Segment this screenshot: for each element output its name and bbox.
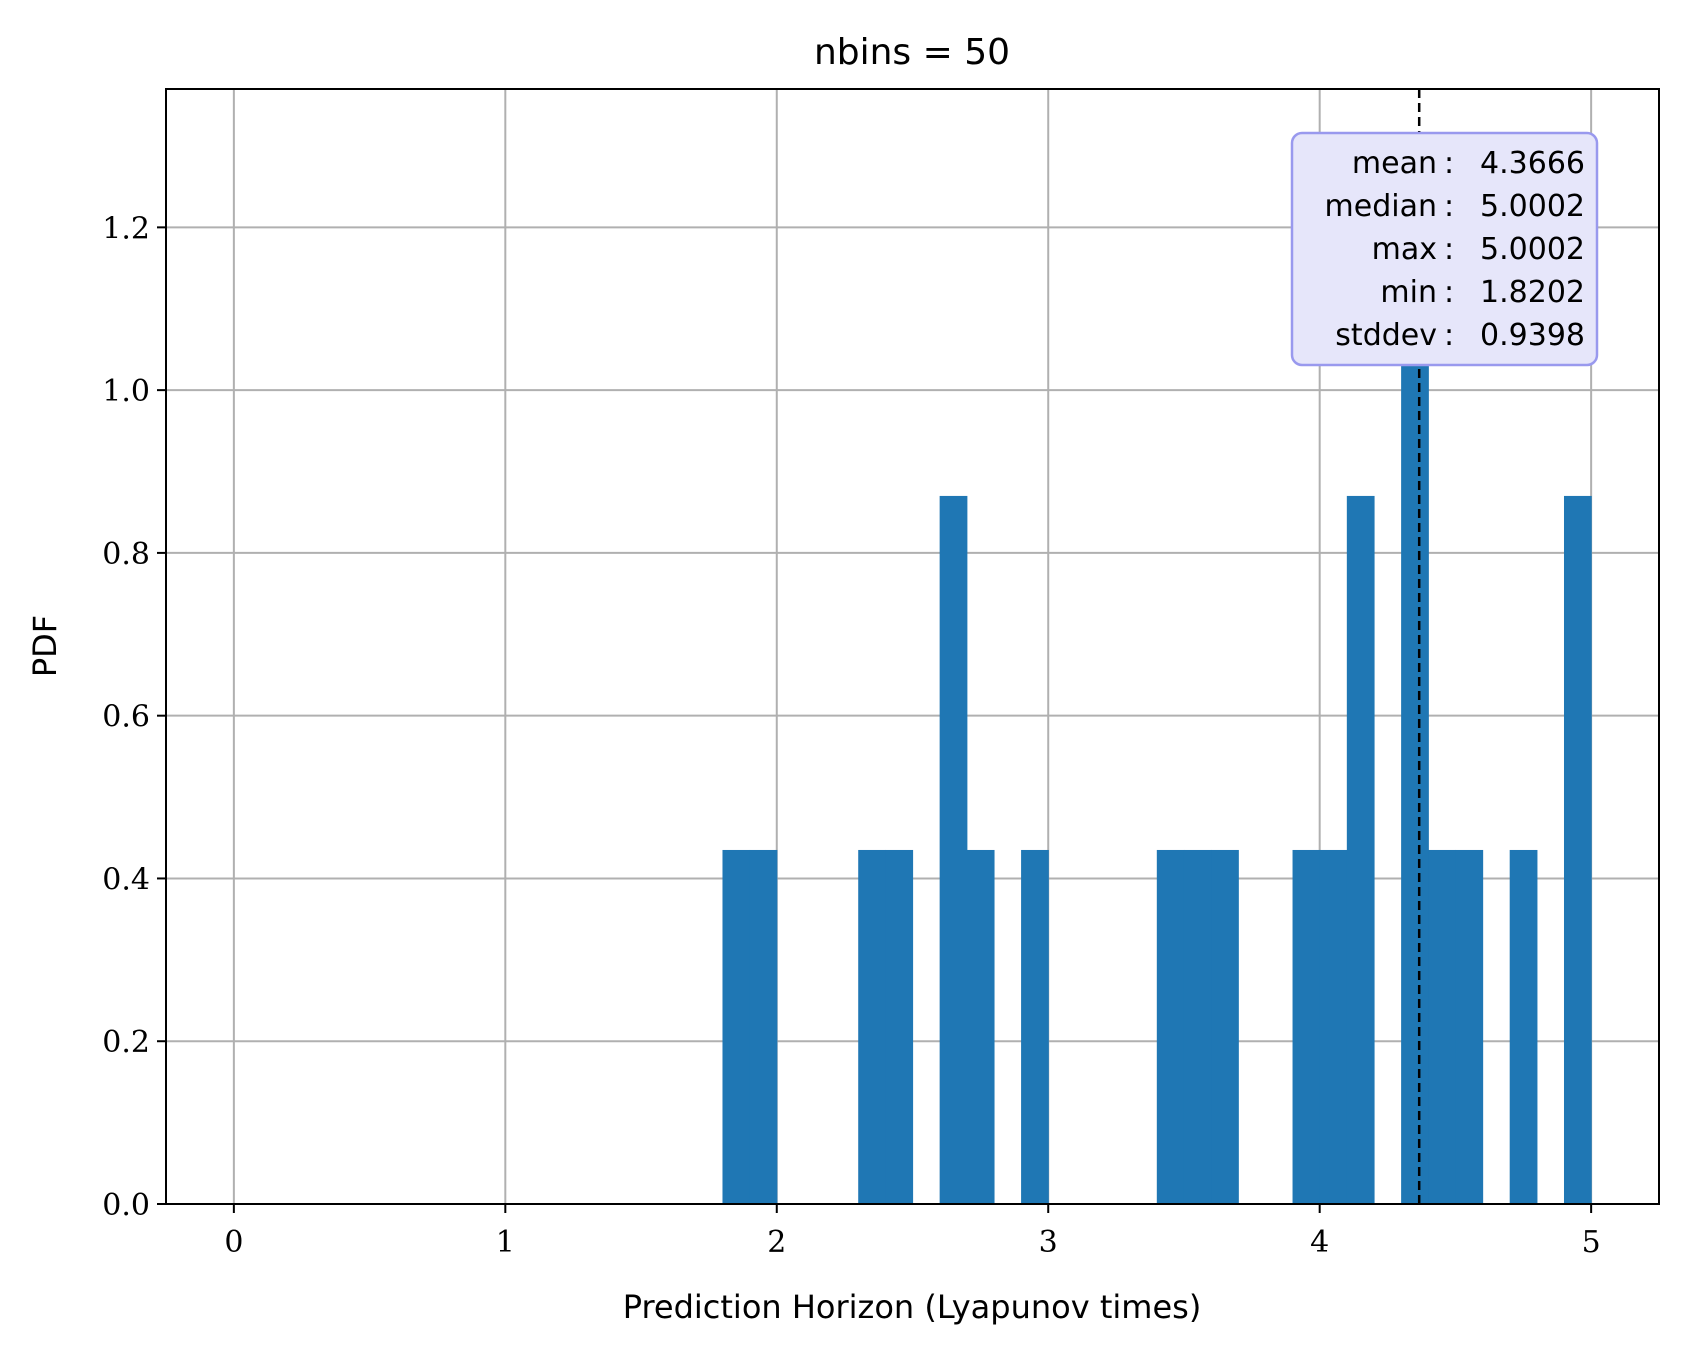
histogram-bar [1183, 849, 1212, 1204]
y-tick-label: 1.0 [102, 374, 150, 409]
x-tick-label: 0 [224, 1225, 243, 1260]
histogram-bar [885, 849, 914, 1204]
plot-frame [165, 88, 1660, 1205]
histogram-bar [966, 849, 995, 1204]
stats-value: 4.3666 [1480, 146, 1585, 181]
histogram-bar [1346, 495, 1375, 1204]
y-tick-label: 0.0 [102, 1188, 150, 1223]
y-tick-label: 1.2 [102, 211, 150, 246]
stats-separator: : [1444, 146, 1454, 181]
chart-title: nbins = 50 [814, 32, 1010, 73]
histogram-bar [1563, 495, 1592, 1204]
histogram-bar [749, 849, 778, 1204]
histogram-bar [1021, 849, 1049, 1204]
stats-label: min [1380, 275, 1437, 310]
x-tick-label: 1 [496, 1225, 515, 1260]
stats-label: stddev [1335, 318, 1437, 353]
stats-value: 5.0002 [1480, 232, 1585, 267]
stats-label: median [1325, 189, 1437, 224]
stats-value: 0.9398 [1480, 318, 1585, 353]
y-tick-label: 0.4 [102, 862, 150, 897]
histogram-bar [722, 849, 751, 1204]
x-axis-ticks: 0 1 2 3 4 5 [224, 1204, 1601, 1260]
histogram-bar [1156, 849, 1185, 1204]
x-tick-label: 5 [1582, 1225, 1601, 1260]
x-axis-label: Prediction Horizon (Lyapunov times) [623, 1288, 1202, 1326]
stats-separator: : [1444, 275, 1454, 310]
x-tick-label: 4 [1310, 1225, 1329, 1260]
histogram-bar [858, 849, 886, 1204]
histogram-bars [722, 141, 1592, 1204]
stats-separator: : [1444, 318, 1454, 353]
histogram-bar [939, 495, 968, 1204]
x-tick-label: 3 [1039, 1225, 1058, 1260]
y-tick-label: 0.2 [102, 1025, 150, 1060]
y-axis-label: PDF [26, 615, 64, 677]
histogram-bar [1428, 849, 1457, 1204]
y-tick-label: 0.8 [102, 537, 150, 572]
histogram-bar [1211, 849, 1239, 1204]
stats-box: mean:4.3666median:5.0002max:5.0002min:1.… [1290, 131, 1599, 367]
x-tick-label: 2 [767, 1225, 786, 1260]
y-axis-ticks: 0.0 0.2 0.4 0.6 0.8 1.0 1.2 [102, 211, 166, 1223]
stats-value: 1.8202 [1480, 275, 1585, 310]
stats-separator: : [1444, 232, 1454, 267]
stats-label: mean [1352, 146, 1437, 181]
histogram-bar [1292, 849, 1321, 1204]
y-tick-label: 0.6 [102, 700, 150, 735]
stats-box-frame [1290, 131, 1599, 367]
histogram-bar [1455, 849, 1484, 1204]
histogram-bar [1319, 849, 1348, 1204]
histogram-bar [1509, 849, 1538, 1204]
stats-separator: : [1444, 189, 1454, 224]
stats-label: max [1372, 232, 1437, 267]
stats-value: 5.0002 [1480, 189, 1585, 224]
